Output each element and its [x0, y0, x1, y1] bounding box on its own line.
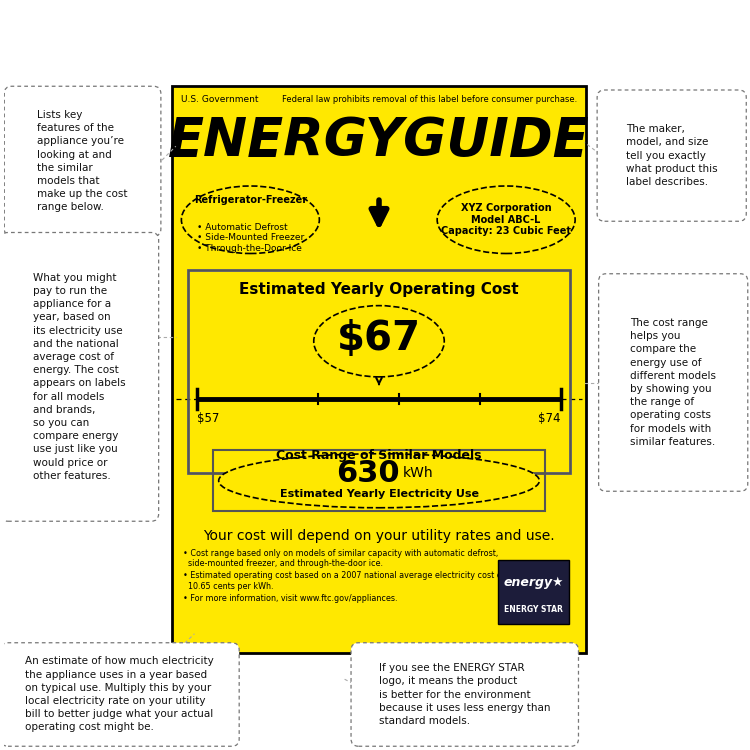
- Text: kWh: kWh: [404, 466, 433, 480]
- FancyBboxPatch shape: [498, 560, 568, 624]
- Text: U.S. Government: U.S. Government: [181, 95, 259, 104]
- Text: The maker,
model, and size
tell you exactly
what product this
label describes.: The maker, model, and size tell you exac…: [626, 124, 718, 187]
- Text: Estimated Yearly Electricity Use: Estimated Yearly Electricity Use: [280, 489, 478, 500]
- Ellipse shape: [219, 454, 539, 508]
- FancyBboxPatch shape: [1, 232, 159, 521]
- Text: What you might
pay to run the
appliance for a
year, based on
its electricity use: What you might pay to run the appliance …: [33, 273, 126, 481]
- Text: $74: $74: [538, 413, 560, 425]
- Text: energy★: energy★: [503, 576, 563, 589]
- Text: • Cost range based only on models of similar capacity with automatic defrost,
  : • Cost range based only on models of sim…: [183, 549, 499, 568]
- Text: 630: 630: [336, 459, 400, 488]
- Text: $57: $57: [197, 413, 220, 425]
- Text: An estimate of how much electricity
the appliance uses in a year based
on typica: An estimate of how much electricity the …: [26, 656, 214, 733]
- FancyBboxPatch shape: [213, 450, 545, 512]
- Text: Refrigerator-Freezer: Refrigerator-Freezer: [194, 195, 307, 206]
- Text: XYZ Corporation
Model ABC-L
Capacity: 23 Cubic Feet: XYZ Corporation Model ABC-L Capacity: 23…: [441, 203, 572, 236]
- Text: The cost range
helps you
compare the
energy use of
different models
by showing y: The cost range helps you compare the ene…: [630, 318, 716, 447]
- Text: Estimated Yearly Operating Cost: Estimated Yearly Operating Cost: [239, 282, 519, 297]
- FancyBboxPatch shape: [172, 86, 586, 652]
- Text: Cost Range of Similar Models: Cost Range of Similar Models: [276, 449, 482, 462]
- Text: • Estimated operating cost based on a 2007 national average electricity cost of
: • Estimated operating cost based on a 20…: [183, 572, 505, 591]
- Text: • For more information, visit www.ftc.gov/appliances.: • For more information, visit www.ftc.go…: [183, 594, 398, 603]
- FancyBboxPatch shape: [351, 643, 578, 746]
- FancyBboxPatch shape: [597, 90, 746, 221]
- FancyBboxPatch shape: [598, 274, 748, 491]
- FancyBboxPatch shape: [4, 86, 161, 236]
- Ellipse shape: [437, 186, 575, 254]
- Text: ENERGYGUIDE: ENERGYGUIDE: [168, 115, 590, 166]
- Text: Federal law prohibits removal of this label before consumer purchase.: Federal law prohibits removal of this la…: [282, 95, 577, 104]
- Text: ENERGY STAR: ENERGY STAR: [504, 605, 562, 614]
- Text: Lists key
features of the
appliance you’re
looking at and
the similar
models tha: Lists key features of the appliance you’…: [38, 110, 128, 212]
- Ellipse shape: [182, 186, 320, 254]
- Text: • Automatic Defrost
• Side-Mounted Freezer
• Through-the-Door Ice: • Automatic Defrost • Side-Mounted Freez…: [196, 223, 304, 253]
- Text: If you see the ENERGY STAR
logo, it means the product
is better for the environm: If you see the ENERGY STAR logo, it mean…: [379, 663, 550, 726]
- FancyBboxPatch shape: [1, 643, 239, 746]
- Ellipse shape: [314, 306, 444, 376]
- FancyBboxPatch shape: [188, 270, 569, 472]
- Text: Your cost will depend on your utility rates and use.: Your cost will depend on your utility ra…: [203, 529, 555, 543]
- Text: $67: $67: [337, 319, 421, 359]
